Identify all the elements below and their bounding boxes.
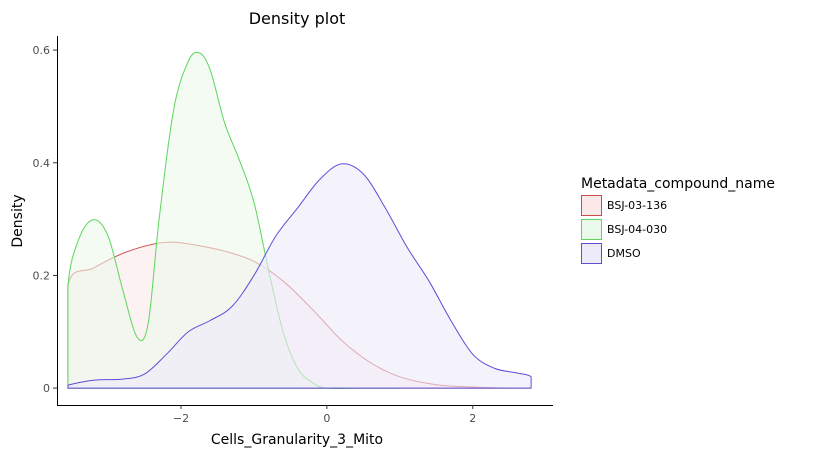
x-tick-label: 2: [469, 412, 476, 425]
chart-title: Density plot: [249, 9, 346, 28]
legend-label-bsj-04-030: BSJ-04-030: [607, 223, 667, 236]
x-tick-label: −2: [173, 412, 189, 425]
y-axis-title: Density: [10, 194, 26, 247]
legend-label-dmso: DMSO: [607, 247, 641, 260]
y-tick-label: 0.4: [33, 157, 51, 170]
density-area-dmso: [67, 163, 532, 389]
legend-label-bsj-03-136: BSJ-03-136: [607, 199, 667, 212]
y-tick-label: 0.2: [33, 269, 51, 282]
series-layer: [67, 51, 532, 390]
legend-swatch-dmso: [581, 243, 602, 264]
x-ticks: −2 0 2: [173, 405, 476, 425]
legend-swatch-bsj-03-136: [581, 195, 602, 216]
x-tick-label: 0: [323, 412, 330, 425]
legend-title: Metadata_compound_name: [581, 176, 775, 192]
y-tick-label: 0: [43, 382, 50, 395]
x-axis-title: Cells_Granularity_3_Mito: [211, 432, 383, 448]
y-tick-label: 0.6: [33, 44, 51, 57]
legend-swatch-bsj-04-030: [581, 219, 602, 240]
y-ticks: 0 0.2 0.4 0.6: [33, 44, 57, 395]
legend: Metadata_compound_name BSJ-03-136 BSJ-04-…: [581, 176, 775, 264]
